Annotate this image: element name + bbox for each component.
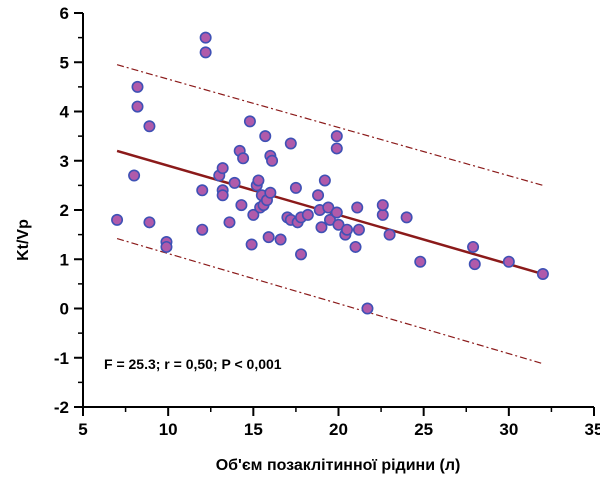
data-point xyxy=(318,174,331,187)
data-point xyxy=(361,302,374,315)
data-point xyxy=(199,31,212,44)
data-point xyxy=(349,240,362,253)
x-tick-label: 15 xyxy=(244,420,263,439)
y-tick-label: -1 xyxy=(54,349,69,368)
data-point xyxy=(341,223,354,236)
data-point xyxy=(352,223,365,236)
data-point xyxy=(237,152,250,165)
data-point xyxy=(376,199,389,212)
data-point xyxy=(274,233,287,246)
data-point xyxy=(196,223,209,236)
data-point xyxy=(330,206,343,219)
y-tick-label: 2 xyxy=(60,201,69,220)
data-point xyxy=(235,199,248,212)
y-axis-title: Kt/Vp xyxy=(15,219,32,261)
x-axis-title: Об'єм позаклітинної рідини (л) xyxy=(216,457,461,474)
data-point xyxy=(400,211,413,224)
data-point xyxy=(160,240,173,253)
data-point xyxy=(414,255,427,268)
y-tick-label: 3 xyxy=(60,152,69,171)
data-point xyxy=(245,238,258,251)
y-tick-label: 5 xyxy=(60,53,69,72)
annotation-text: F = 25.3; r = 0,50; P < 0,001 xyxy=(104,356,282,372)
data-point xyxy=(467,240,480,253)
x-tick-label: 35 xyxy=(585,420,600,439)
data-point xyxy=(312,189,325,202)
y-tick-label: 1 xyxy=(60,250,69,269)
data-point xyxy=(228,176,241,189)
data-point xyxy=(262,231,275,244)
data-point xyxy=(131,100,144,113)
data-point xyxy=(196,184,209,197)
x-tick-label: 20 xyxy=(329,420,348,439)
data-point xyxy=(128,169,141,182)
data-point xyxy=(284,137,297,150)
data-point xyxy=(143,216,156,229)
data-point xyxy=(247,208,260,221)
data-point xyxy=(199,46,212,59)
data-point xyxy=(502,255,515,268)
data-point xyxy=(259,130,272,143)
data-point xyxy=(143,120,156,133)
data-point xyxy=(301,208,314,221)
data-point xyxy=(252,174,265,187)
data-point xyxy=(111,213,124,226)
data-point xyxy=(264,186,277,199)
data-point xyxy=(315,221,328,234)
x-tick-label: 30 xyxy=(499,420,518,439)
data-point xyxy=(289,181,302,194)
data-point xyxy=(330,142,343,155)
data-point xyxy=(536,268,549,281)
data-point xyxy=(376,208,389,221)
y-tick-label: 6 xyxy=(60,4,69,23)
data-point xyxy=(216,189,229,202)
y-tick-label: -2 xyxy=(54,398,69,417)
data-point xyxy=(468,258,481,271)
data-point xyxy=(383,228,396,241)
data-point xyxy=(266,154,279,167)
ticks-layer: 5 10 15 20 25 30 35 -2 -1 0 1 2 3 4 5 6 xyxy=(54,4,600,439)
data-point xyxy=(295,248,308,261)
data-point xyxy=(243,115,256,128)
data-point xyxy=(216,162,229,175)
data-point xyxy=(223,216,236,229)
y-tick-label: 0 xyxy=(60,300,69,319)
confidence-band-lower xyxy=(116,237,544,365)
data-point xyxy=(330,130,343,143)
data-point xyxy=(131,80,144,93)
x-tick-label: 10 xyxy=(159,420,178,439)
x-tick-label: 5 xyxy=(78,420,87,439)
confidence-band-upper xyxy=(116,64,544,186)
y-tick-label: 4 xyxy=(60,103,70,122)
data-point xyxy=(351,201,364,214)
points-layer xyxy=(111,31,549,315)
x-tick-label: 25 xyxy=(414,420,433,439)
